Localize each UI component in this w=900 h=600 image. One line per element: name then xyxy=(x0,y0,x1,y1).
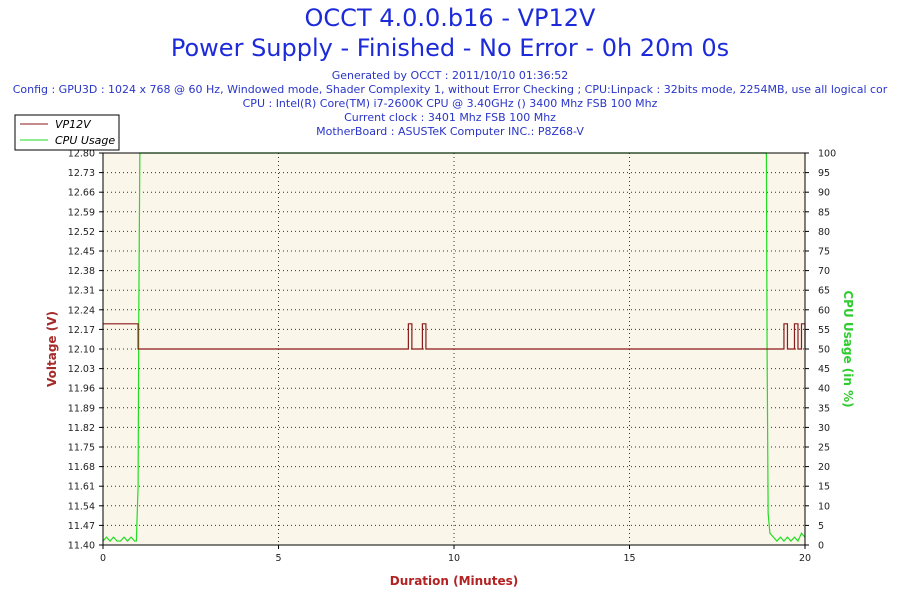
y-tick-label: 11.82 xyxy=(68,423,95,434)
y-tick-label: 11.61 xyxy=(68,482,95,493)
generated-info: Generated by OCCT : 2011/10/10 01:36:52 xyxy=(331,69,569,82)
y-tick-label: 11.89 xyxy=(68,403,95,414)
y2-axis-title: CPU Usage (in %) xyxy=(841,290,855,407)
y2-tick-label: 100 xyxy=(818,149,836,160)
y2-tick-label: 60 xyxy=(818,305,830,316)
y-tick-label: 11.40 xyxy=(68,541,95,552)
y-tick-label: 12.24 xyxy=(68,305,95,316)
y2-tick-label: 95 xyxy=(818,168,830,179)
y2-tick-label: 5 xyxy=(818,521,824,532)
series-line-vp12v xyxy=(103,323,806,350)
tick-labels: 0 5 10 15 20 11.40 11.47 11.54 11.61 11.68 11.75 11… xyxy=(68,149,836,565)
y-tick-label: 11.54 xyxy=(68,501,95,512)
y2-tick-label: 25 xyxy=(818,443,830,454)
y-tick-label: 12.03 xyxy=(68,364,95,375)
x-axis-title: Duration (Minutes) xyxy=(390,574,518,588)
y-tick-label: 12.10 xyxy=(68,345,95,356)
y-tick-label: 12.17 xyxy=(68,325,95,336)
cpu-info: CPU : Intel(R) Core(TM) i7-2600K CPU @ 3… xyxy=(242,97,658,110)
x-tick-label: 5 xyxy=(275,553,281,564)
y-tick-label: 11.96 xyxy=(68,384,95,395)
y2-tick-label: 75 xyxy=(818,247,830,258)
legend-label-cpu-usage: CPU Usage xyxy=(55,134,115,147)
y2-tick-label: 45 xyxy=(818,364,830,375)
y-axis-title: Voltage (V) xyxy=(45,311,59,387)
y-tick-label: 12.66 xyxy=(68,188,95,199)
y-tick-label: 11.75 xyxy=(68,443,95,454)
y-tick-label: 12.38 xyxy=(68,266,95,277)
y-tick-label: 12.45 xyxy=(68,247,95,258)
y2-tick-label: 70 xyxy=(818,266,830,277)
y-tick-label: 12.31 xyxy=(68,286,95,297)
y-tick-label: 11.47 xyxy=(68,521,95,532)
y2-tick-label: 35 xyxy=(818,403,830,414)
y-tick-label: 12.80 xyxy=(68,149,95,160)
y2-tick-label: 30 xyxy=(818,423,830,434)
y-tick-label: 12.73 xyxy=(68,168,95,179)
x-tick-label: 20 xyxy=(799,553,811,564)
y2-tick-label: 40 xyxy=(818,384,830,395)
axes xyxy=(99,152,809,549)
y2-tick-label: 50 xyxy=(818,345,830,356)
legend-box xyxy=(14,114,120,151)
legend-label-vp12v: VP12V xyxy=(55,118,92,131)
y2-tick-label: 10 xyxy=(818,501,830,512)
x-tick-label: 15 xyxy=(623,553,635,564)
legend: VP12V CPU Usage xyxy=(14,114,120,151)
clock-info: Current clock : 3401 Mhz FSB 100 Mhz xyxy=(344,111,556,124)
y-tick-label: 12.59 xyxy=(68,207,95,218)
x-tick-label: 10 xyxy=(448,553,460,564)
config-info: Config : GPU3D : 1024 x 768 @ 60 Hz, Win… xyxy=(12,83,888,96)
y2-tick-label: 0 xyxy=(818,541,824,552)
y2-tick-label: 80 xyxy=(818,227,830,238)
y2-tick-label: 55 xyxy=(818,325,830,336)
x-tick-label: 0 xyxy=(100,553,106,564)
y2-tick-label: 20 xyxy=(818,462,830,473)
y2-tick-label: 15 xyxy=(818,482,830,493)
chart-title: OCCT 4.0.0.b16 - VP12V xyxy=(304,4,596,32)
y2-tick-label: 65 xyxy=(818,286,830,297)
y-tick-label: 12.52 xyxy=(68,227,95,238)
y2-tick-label: 90 xyxy=(818,188,830,199)
y-tick-label: 11.68 xyxy=(68,462,95,473)
chart-subtitle: Power Supply - Finished - No Error - 0h … xyxy=(170,34,730,62)
motherboard-info: MotherBoard : ASUSTeK Computer INC.: P8Z… xyxy=(316,125,584,138)
y2-tick-label: 85 xyxy=(818,207,830,218)
